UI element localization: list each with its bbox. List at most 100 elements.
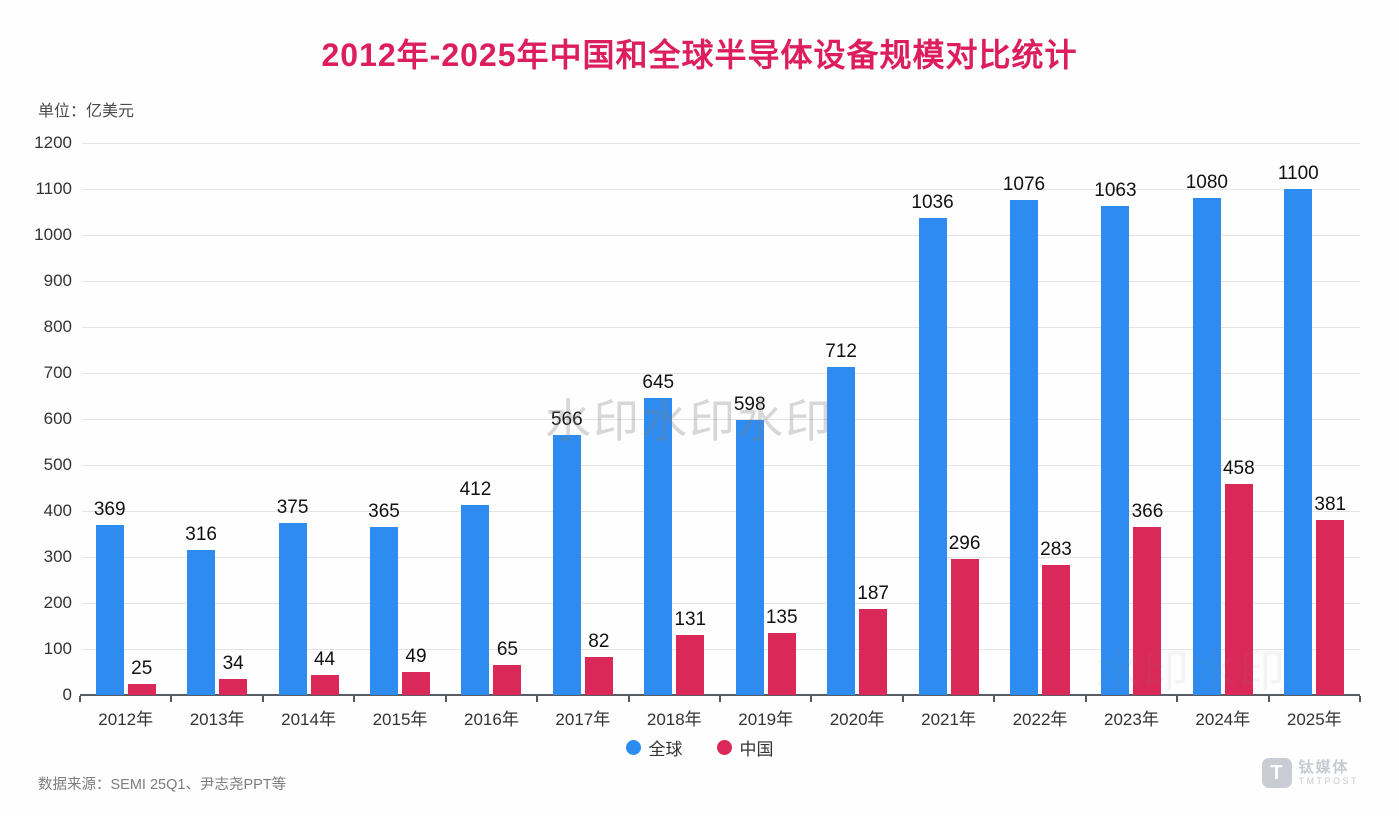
bar-中国-2017年	[584, 657, 613, 695]
y-axis-tick-label: 400	[43, 501, 72, 520]
bar-中国-2021年	[950, 558, 979, 695]
bar-value-label: 296	[948, 532, 981, 554]
bar-全球-2014年	[278, 522, 307, 695]
bar-中国-2023年	[1133, 526, 1162, 695]
bar-全球-2019年	[735, 419, 764, 695]
bar-全球-2020年	[827, 367, 856, 695]
bar-中国-2015年	[402, 672, 430, 695]
bar-中国-2014年	[310, 674, 339, 695]
x-axis-tick	[79, 696, 81, 702]
x-axis-tick	[901, 696, 904, 702]
bar-中国-2018年	[676, 634, 705, 695]
bar-全球-2015年	[370, 527, 398, 695]
y-axis-tick-label: 0	[62, 685, 72, 704]
x-axis-tick	[444, 696, 447, 702]
x-axis-tick	[1176, 696, 1179, 702]
y-axis-tick-label: 200	[43, 593, 72, 612]
x-axis-tick	[261, 696, 264, 702]
bar-value-label: 49	[405, 646, 427, 668]
legend: 全球 中国	[0, 735, 1399, 760]
y-axis-tick-label: 600	[43, 409, 72, 428]
gridline-y-300	[82, 557, 1360, 558]
x-axis-tick	[170, 696, 173, 702]
x-axis-category-label: 2018年	[646, 710, 702, 729]
bar-value-label: 381	[1314, 493, 1347, 515]
bar-全球-2016年	[461, 505, 490, 695]
bar-value-label: 82	[588, 631, 610, 653]
bar-全球-2012年	[95, 525, 124, 695]
x-axis-category-label: 2022年	[1012, 710, 1068, 729]
bar-value-label: 44	[313, 648, 336, 670]
bar-value-label: 187	[857, 582, 889, 604]
bar-value-label: 645	[642, 372, 675, 394]
bar-全球-2025年	[1284, 189, 1313, 695]
gridline-y-100	[82, 649, 1360, 650]
x-axis-category-label: 2024年	[1195, 710, 1251, 729]
legend-swatch-china-icon	[716, 740, 732, 755]
x-axis-tick	[810, 696, 813, 702]
bar-全球-2023年	[1101, 206, 1130, 695]
bar-value-label: 25	[131, 657, 153, 679]
bar-中国-2020年	[859, 608, 888, 695]
x-axis-category-label: 2019年	[738, 710, 794, 729]
x-axis-category-label: 2014年	[281, 710, 336, 729]
x-axis-tick	[719, 696, 721, 702]
x-axis-tick	[627, 696, 630, 702]
bar-value-label: 375	[276, 496, 309, 518]
bar-全球-2022年	[1010, 200, 1038, 695]
x-axis-category-label: 2025年	[1286, 710, 1342, 729]
gridline-y-1100	[82, 189, 1360, 190]
gridline-y-200	[82, 603, 1360, 604]
y-axis-tick-label: 1100	[35, 179, 72, 198]
unit-label: 单位：亿美元	[38, 103, 135, 120]
x-axis-tick	[1267, 696, 1270, 702]
gridline-y-600	[82, 419, 1360, 420]
bar-value-label: 316	[185, 523, 217, 545]
y-axis-tick-label: 500	[43, 455, 72, 474]
bar-value-label: 1036	[911, 192, 954, 214]
gridline-y-400	[82, 511, 1360, 512]
bar-中国-2019年	[767, 632, 796, 695]
x-axis-tick	[993, 696, 996, 702]
bar-中国-2016年	[493, 665, 522, 695]
bar-全球-2021年	[918, 218, 947, 695]
bar-value-label: 131	[674, 608, 707, 630]
tmtpost-logo-text: 钛媒体 TMTPOST	[1298, 759, 1360, 787]
bar-value-label: 712	[825, 341, 857, 363]
x-axis-category-label: 2021年	[921, 710, 976, 729]
x-axis-category-label: 2015年	[372, 710, 428, 729]
x-axis-category-label: 2013年	[189, 710, 245, 729]
bar-全球-2017年	[552, 434, 581, 695]
y-axis-tick-label: 1000	[34, 225, 72, 244]
bar-value-label: 283	[1040, 538, 1072, 560]
bar-value-label: 412	[459, 479, 492, 501]
y-axis-tick-label: 300	[43, 547, 72, 566]
bar-全球-2018年	[644, 398, 673, 695]
chart-title: 2012年-2025年中国和全球半导体设备规模对比统计	[321, 37, 1078, 73]
bar-value-label: 598	[733, 393, 766, 415]
gridline-y-500	[82, 465, 1360, 466]
bar-value-label: 1080	[1185, 172, 1228, 194]
x-axis-category-label: 2012年	[98, 710, 154, 729]
y-axis-tick-label: 900	[43, 271, 72, 290]
bar-value-label: 365	[368, 501, 400, 523]
gridline-y-700	[82, 373, 1360, 374]
logo-en: TMTPOST	[1298, 775, 1359, 786]
legend-label-global: 全球	[648, 740, 683, 759]
x-axis-tick	[1084, 696, 1087, 702]
bar-value-label: 1076	[1002, 174, 1046, 196]
y-axis-tick-label: 700	[43, 363, 72, 382]
bar-value-label: 1100	[1277, 163, 1319, 184]
bar-value-label: 458	[1222, 458, 1255, 480]
gridline-y-1200	[82, 143, 1360, 144]
bar-value-label: 369	[93, 499, 126, 521]
legend-swatch-global-icon	[625, 740, 641, 755]
x-axis-category-label: 2020年	[829, 710, 885, 729]
bar-value-label: 1063	[1094, 180, 1137, 202]
bar-中国-2012年	[127, 683, 156, 695]
gridline-y-900	[82, 281, 1360, 282]
y-axis-tick-label: 1200	[34, 133, 72, 152]
bar-全球-2013年	[187, 549, 216, 695]
